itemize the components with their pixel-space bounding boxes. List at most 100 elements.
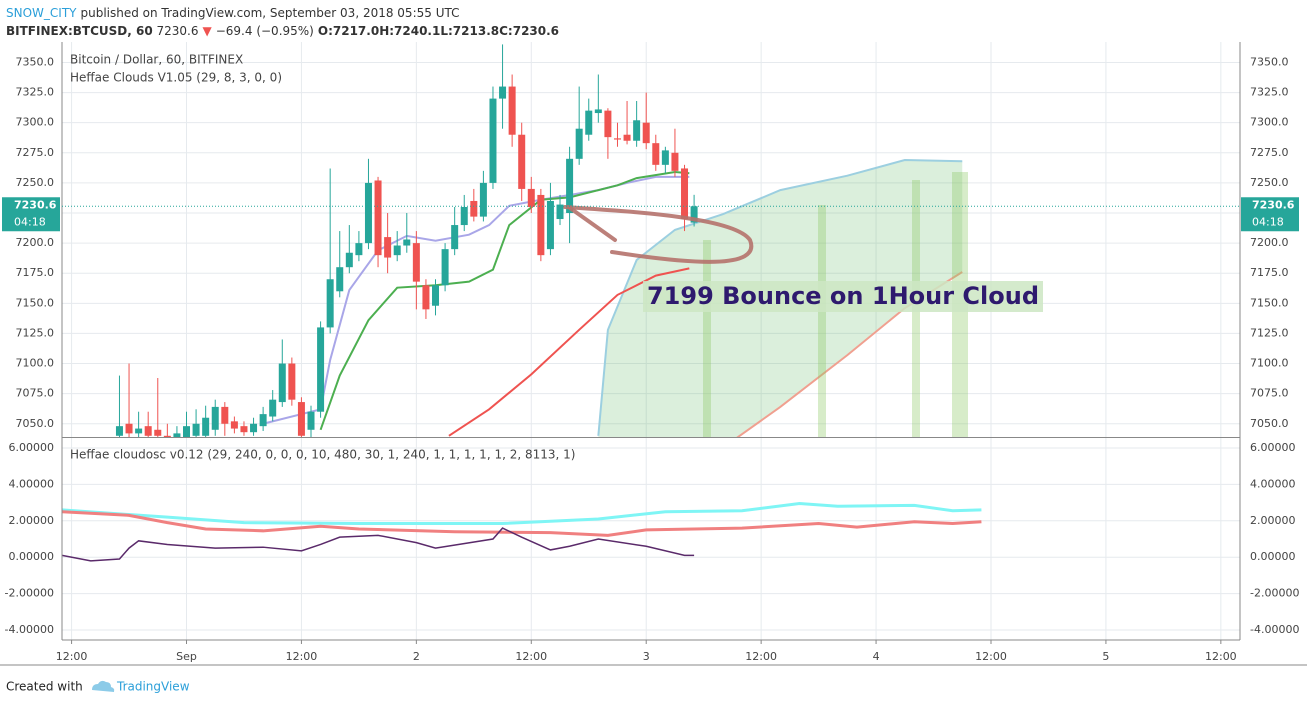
x-tick-label: 12:00 (975, 650, 1007, 663)
candle-body (585, 110, 593, 135)
cloud-upper (597, 159, 963, 436)
candle-body (556, 204, 564, 220)
candle-body (518, 134, 526, 189)
candle-body (384, 237, 392, 258)
candle-body (489, 98, 497, 183)
candle-body (604, 110, 612, 138)
y-tick-label: 7350.0 (1250, 55, 1289, 68)
x-tick-label: Sep (176, 650, 197, 663)
candle-body (527, 188, 535, 207)
author: SNOW_CITY (6, 6, 77, 20)
candle-body (652, 143, 660, 165)
y-tick-label: 7300.0 (16, 116, 55, 129)
candle-body (202, 417, 210, 436)
candle-body (374, 180, 382, 256)
y-tick-label: -4.00000 (5, 623, 54, 636)
osc-title: Heffae cloudosc v0.12 (29, 240, 0, 0, 0,… (70, 448, 575, 462)
cloud-bar (703, 240, 711, 437)
y-tick-label: 7175.0 (16, 266, 55, 279)
footer-brand[interactable]: TradingView (116, 680, 190, 694)
chart-title: Bitcoin / Dollar, 60, BITFINEX (70, 53, 243, 67)
osc-line (62, 502, 982, 526)
published: published on TradingView.com, September … (80, 6, 460, 20)
candle-body (135, 428, 143, 434)
candle-body (297, 402, 305, 436)
candle-body (364, 182, 372, 244)
candle-body (125, 423, 133, 434)
y-tick-label: 4.00000 (9, 477, 55, 490)
candle-body (317, 327, 325, 412)
y-tick-label: 7100.0 (1250, 357, 1289, 370)
candle-body (623, 134, 631, 141)
candle-body (154, 429, 162, 436)
y-tick-label: 7050.0 (16, 417, 55, 430)
y-tick-label: -2.00000 (5, 587, 54, 600)
header: SNOW_CITY published on TradingView.com, S… (6, 4, 559, 40)
cloud-bar (818, 205, 826, 437)
annotation: 7199 Bounce on 1Hour Cloud (647, 282, 1039, 310)
candle-body (499, 86, 507, 99)
candle-body (470, 200, 478, 217)
candle-body (278, 363, 286, 403)
candle-body (508, 86, 516, 135)
price-label: 7230.6 (14, 198, 57, 211)
x-tick-label: 12:00 (1205, 650, 1237, 663)
y-tick-label: 7325.0 (16, 86, 55, 99)
candle-body (594, 109, 602, 114)
ohlc: O:7217.0 (317, 24, 380, 38)
candle-body (355, 243, 363, 256)
candle-body (451, 225, 459, 250)
y-tick-label: 7250.0 (16, 176, 55, 189)
y-tick-label: -4.00000 (1250, 623, 1299, 636)
candle-body (403, 239, 411, 246)
candle-body (221, 406, 229, 424)
x-tick-label: 12:00 (56, 650, 88, 663)
candle-body (671, 152, 679, 171)
candle-body (259, 414, 267, 427)
candle-body (183, 426, 191, 437)
y-tick-label: 7125.0 (1250, 326, 1289, 339)
candle-body (393, 245, 401, 256)
osc-line (62, 527, 695, 562)
y-tick-label: 7150.0 (16, 296, 55, 309)
candle-body (422, 285, 430, 310)
y-tick-label: 7275.0 (16, 146, 55, 159)
candle-body (326, 279, 334, 328)
indicator-line (448, 267, 690, 437)
y-tick-label: 7250.0 (1250, 176, 1289, 189)
x-tick-label: 12:00 (286, 650, 318, 663)
drawing (568, 206, 617, 242)
logo (92, 680, 115, 692)
x-tick-label: 5 (1102, 650, 1109, 663)
candle-body (441, 249, 449, 286)
x-tick-label: 4 (873, 650, 880, 663)
y-tick-label: 0.00000 (1250, 550, 1296, 563)
y-tick-label: 7100.0 (16, 357, 55, 370)
candle-body (269, 399, 277, 417)
y-tick-label: 7075.0 (16, 387, 55, 400)
candle-body (566, 158, 574, 214)
y-tick-label: 7050.0 (1250, 417, 1289, 430)
candle-body (173, 433, 181, 437)
y-tick-label: 6.00000 (1250, 441, 1296, 454)
candle-body (250, 423, 258, 433)
y-tick-label: 2.00000 (9, 514, 55, 527)
candle-body (230, 421, 238, 429)
y-tick-label: 7350.0 (16, 55, 55, 68)
ohlc: C:7230.6 (499, 24, 560, 38)
cloud-area (598, 160, 963, 437)
candle-body (115, 426, 123, 436)
candle-body (575, 128, 583, 159)
candle-body (307, 411, 315, 430)
candle-body (144, 426, 152, 436)
candle-body (240, 426, 248, 433)
candle-body (642, 122, 650, 144)
candle-body (336, 267, 344, 292)
countdown: 04:18 (14, 215, 46, 228)
y-tick-label: 7125.0 (16, 326, 55, 339)
countdown: 04:18 (1252, 215, 1284, 228)
arrow: ▼ (202, 24, 212, 38)
cloud-lower (736, 271, 963, 437)
